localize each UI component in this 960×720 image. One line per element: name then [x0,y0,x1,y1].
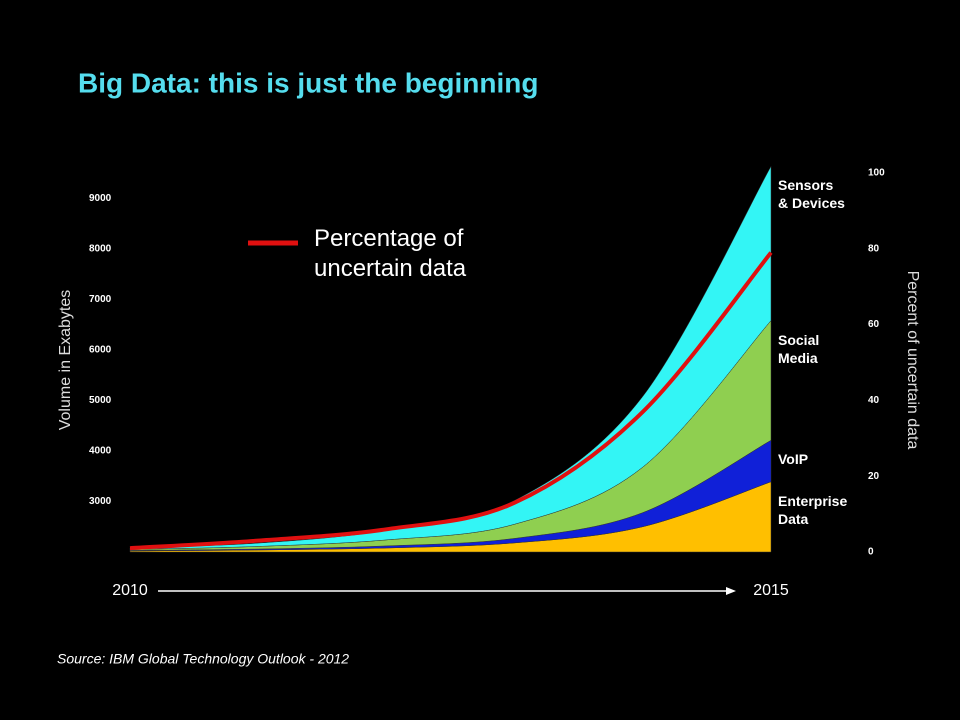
y2-tick-label: 60 [868,319,880,330]
series-label: Enterprise Data [778,492,848,527]
y-axis-label: Volume in Exabytes [57,290,74,431]
x-tick-label: 2010 [112,582,148,599]
y-tick-label: 5000 [89,395,112,406]
y2-tick-label: 80 [868,243,880,254]
series-label: VoIP [778,451,809,468]
series-label: Social Media [778,331,820,366]
y-tick-label: 7000 [89,294,112,305]
line [129,251,773,551]
y2-axis-label: Percent of uncertain data [904,271,921,450]
x-arrow-head [726,587,736,595]
y-tick-label: 4000 [89,446,112,457]
series-label: Sensors & Devices [778,177,845,212]
y-tick-label: 9000 [89,193,112,204]
legend-label: Percentage of uncertain data [314,225,467,282]
x-tick-label: 2015 [753,582,789,599]
y-tick-label: 8000 [89,243,112,254]
y-tick-label: 6000 [89,345,112,356]
y2-tick-label: 0 [868,547,874,558]
chart-title: Big Data: this is just the beginning [78,67,538,98]
y-tick-label: 3000 [89,496,112,507]
y2-tick-label: 40 [868,395,880,406]
y2-tick-label: 20 [868,471,880,482]
source: Source: IBM Global Technology Outlook - … [57,651,349,667]
y2-tick-label: 100 [868,168,885,179]
